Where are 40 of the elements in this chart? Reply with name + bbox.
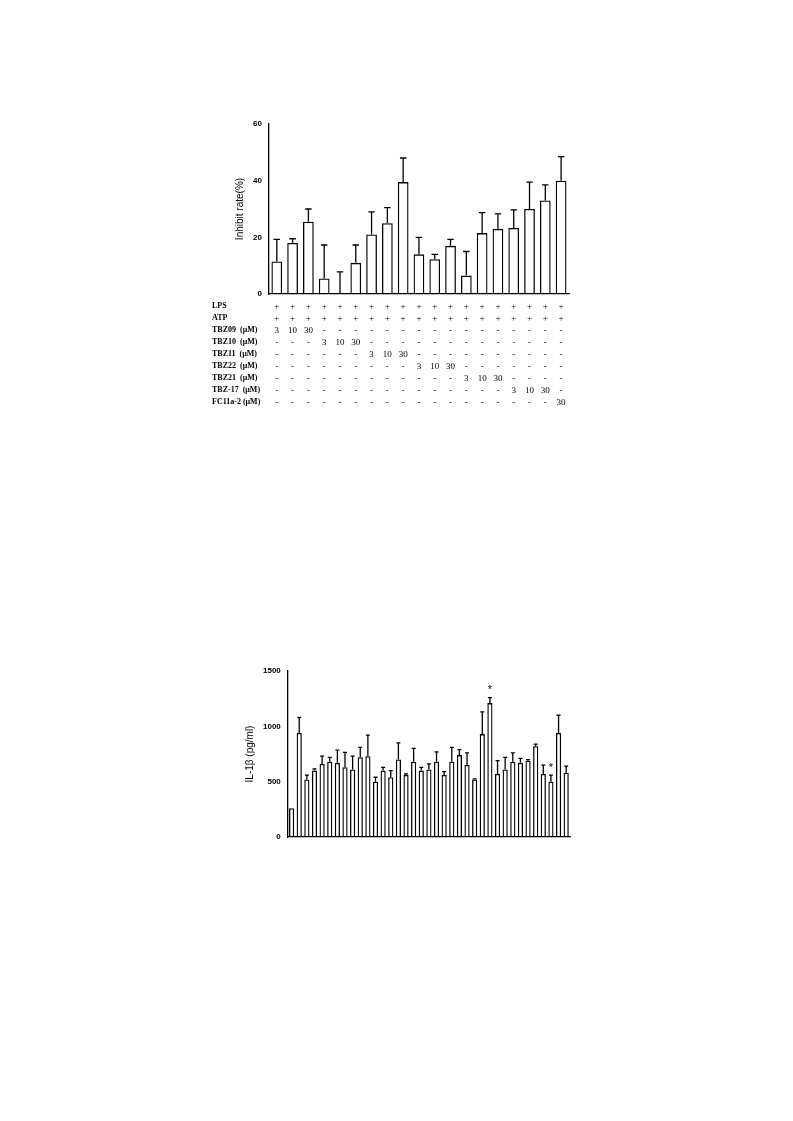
category-label: + + - - - 30 - - -	[446, 301, 456, 408]
text: TBZ21 (μM)	[212, 373, 258, 383]
text: FC11a-2 (μM)	[212, 397, 261, 407]
text: TBZ11 (μM)	[212, 349, 258, 359]
data-label: *	[487, 683, 493, 696]
y-tick-label: 0	[276, 832, 282, 842]
category-label: + + - 10 - - - - -	[335, 301, 345, 408]
category-label: + + - - - 3 - - -	[416, 301, 422, 408]
y-tick-label: 0	[257, 289, 263, 299]
category-label: + + - - 10 - - - -	[382, 301, 392, 408]
y-tick-label: 1000	[263, 721, 282, 731]
y-tick-label: 500	[267, 776, 282, 786]
y-tick-label: 40	[252, 175, 263, 185]
y-axis-title: IL-1β (pg/ml)	[243, 725, 255, 783]
category-label: + + - - - 10 - - -	[430, 301, 440, 408]
category-label: + + 3 - - - - - -	[274, 301, 280, 408]
category-label: + + - - 30 - - - -	[398, 301, 408, 408]
category-label: + + 10 - - - - - -	[288, 301, 298, 408]
category-label: + + - - - - - 3 -	[511, 301, 517, 408]
text: ATP	[212, 313, 228, 323]
category-label: + + - - - - - 30 -	[540, 301, 550, 408]
category-label: + + - 3 - - - - -	[321, 301, 327, 408]
category-label: + + - 30 - - - - -	[351, 301, 361, 408]
y-tick-label: 20	[252, 232, 263, 242]
y-axis-title: Inhibit rate(%)	[233, 177, 245, 241]
y-tick-label: 1500	[263, 666, 282, 676]
category-label: + + - - - - - 10 -	[525, 301, 535, 408]
category-label: + + - - - - 10 - -	[477, 301, 487, 408]
text: TBZ09 (μM)	[212, 325, 258, 335]
text: LPS	[212, 301, 228, 311]
y-tick-label: 60	[252, 119, 263, 129]
category-label: + + - - 3 - - - -	[369, 301, 375, 408]
category-label: + + - - - - - - 30	[556, 301, 566, 408]
data-label: *	[548, 760, 554, 773]
category-label: + + - - - - 3 - -	[463, 301, 469, 408]
category-label: + + - - - - 30 - -	[493, 301, 503, 408]
text: TBZ10 (μM)	[212, 337, 258, 347]
text: TBZ-17 (μM)	[212, 385, 261, 395]
category-label: + + 30 - - - - - -	[303, 301, 313, 408]
text: TBZ22 (μM)	[212, 361, 258, 371]
